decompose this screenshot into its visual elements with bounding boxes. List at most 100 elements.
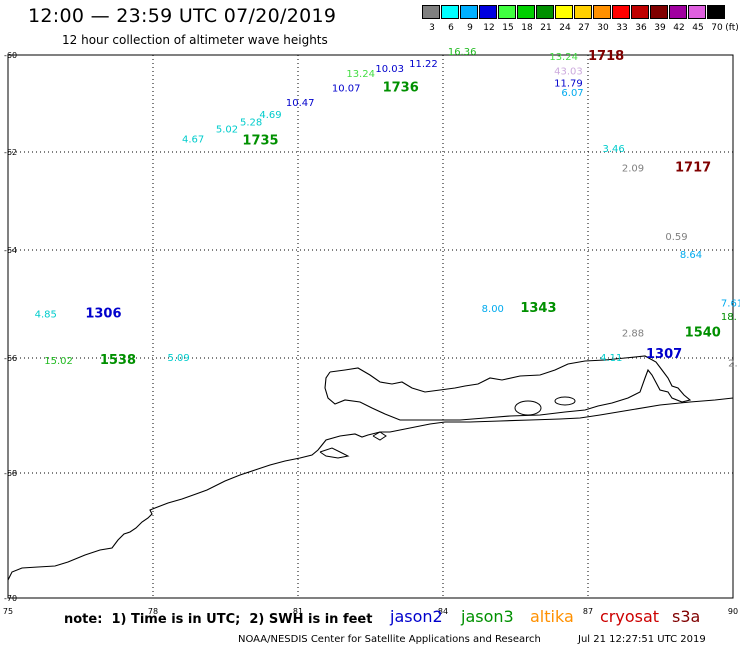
pass-time-label: 1717 <box>675 161 711 176</box>
colorbar-swatch <box>574 5 592 19</box>
colorbar-swatch <box>612 5 630 19</box>
pass-time-label: 1306 <box>85 307 121 322</box>
wave-height-value: 5.02 <box>216 125 238 136</box>
satellite-legend-cryosat: cryosat <box>600 607 660 626</box>
satellite-legend-jason3: jason3 <box>461 607 514 626</box>
axis-tick-labels: 75 78 81 84 87 90 -60 -62 -64 -66 -68 -70 <box>3 51 738 616</box>
colorbar-swatch <box>498 5 516 19</box>
satellite-legend-s3a: s3a <box>672 607 701 626</box>
colorbar-swatch <box>707 5 725 19</box>
longitude-tick-label: 87 <box>583 607 593 616</box>
pass-time-label: 1538 <box>100 353 136 368</box>
island-outline <box>514 400 542 416</box>
colorbar-swatch <box>517 5 535 19</box>
coastline-main <box>7 397 734 581</box>
colorbar-swatch <box>593 5 611 19</box>
pass-time-label: 1307 <box>646 347 682 362</box>
colorbar-label: 42 <box>673 23 685 33</box>
island-outline <box>319 447 350 459</box>
wave-height-value: 11.22 <box>409 59 438 70</box>
colorbar-unit: (ft) <box>725 23 739 33</box>
colorbar-label: 12 <box>483 23 495 33</box>
wave-height-value: 16.36 <box>448 47 477 58</box>
latitude-tick-label: -66 <box>4 354 17 363</box>
colorbar-label: 18 <box>521 23 533 33</box>
colorbar-swatch <box>422 5 440 19</box>
longitude-tick-label: 75 <box>3 607 13 616</box>
wave-height-value: 13.24 <box>549 52 578 63</box>
pass-time-label: 1735 <box>242 134 278 149</box>
footer-note: note: 1) Time is in UTC; 2) SWH is in fe… <box>64 612 373 627</box>
wave-height-value: 2.09 <box>622 164 644 175</box>
latitude-tick-label: -64 <box>4 246 17 255</box>
wave-height-value: 5.09 <box>168 353 190 364</box>
map-title: 12:00 — 23:59 UTC 07/20/2019 <box>28 5 337 27</box>
map-frame <box>7 54 734 599</box>
wave-height-value: 8.00 <box>482 304 504 315</box>
wave-height-value: 18. <box>721 312 737 323</box>
colorbar-swatch <box>479 5 497 19</box>
colorbar-label: 70 <box>711 23 723 33</box>
latitude-tick-label: -68 <box>4 469 17 478</box>
wave-height-value: 4.67 <box>182 134 204 145</box>
wave-height-value: 2. <box>728 359 738 370</box>
longitude-tick-label: 84 <box>438 607 448 616</box>
wave-height-value: 10.03 <box>375 64 404 75</box>
colorbar-label: 45 <box>692 23 704 33</box>
colorbar-label: 3 <box>429 23 435 33</box>
colorbar-label: 30 <box>597 23 609 33</box>
satellite-legend-jason2: jason2 <box>390 607 443 626</box>
longitude-tick-label: 90 <box>728 607 738 616</box>
wave-height-value: 5.28 <box>240 117 262 128</box>
wave-height-value: 6.07 <box>561 88 583 99</box>
credit-text: NOAA/NESDIS Center for Satellite Applica… <box>238 634 541 645</box>
colorbar-swatch <box>441 5 459 19</box>
wave-height-value: 13.24 <box>346 69 375 80</box>
wave-height-value: 15.02 <box>44 356 73 367</box>
longitude-tick-label: 81 <box>293 607 303 616</box>
latitude-tick-label: -70 <box>4 594 17 603</box>
graticule <box>8 55 733 598</box>
colorbar-label: 15 <box>502 23 514 33</box>
wave-height-value: 7.61 <box>721 299 740 310</box>
colorbar-label: 39 <box>654 23 666 33</box>
wave-height-value: 11.79 <box>554 79 583 90</box>
colorbar-label: 21 <box>540 23 552 33</box>
colorbar-swatch <box>631 5 649 19</box>
colorbar-swatch <box>669 5 687 19</box>
map-subtitle: 12 hour collection of altimeter wave hei… <box>62 33 328 47</box>
colorbar-label: 6 <box>448 23 454 33</box>
wave-height-value: 3.46 <box>603 144 625 155</box>
pass-time-label: 1343 <box>520 301 556 316</box>
colorbar-swatch <box>688 5 706 19</box>
latitude-tick-label: -60 <box>4 51 17 60</box>
colorbar-label: 24 <box>559 23 571 33</box>
wave-height-value: 10.47 <box>286 98 315 109</box>
colorbar-label: 27 <box>578 23 590 33</box>
colorbar-swatch <box>536 5 554 19</box>
island-outline <box>372 431 387 441</box>
coastline <box>7 54 734 599</box>
generation-timestamp: Jul 21 12:27:51 UTC 2019 <box>578 634 706 645</box>
wave-height-value: 4.11 <box>600 353 622 364</box>
satellite-legend-altika: altika <box>530 607 574 626</box>
colorbar-label: 9 <box>467 23 473 33</box>
pass-time-label: 1718 <box>588 49 624 64</box>
pass-time-label: 1736 <box>383 80 419 95</box>
wave-height-observations: 16.3611.2210.0313.2410.0710.474.695.285.… <box>35 47 740 370</box>
wave-height-value: 2.88 <box>622 328 644 339</box>
colorbar-swatch <box>555 5 573 19</box>
wave-height-value: 4.85 <box>35 310 57 321</box>
wave-height-value: 4.69 <box>259 110 281 121</box>
wave-height-value: 8.64 <box>680 250 702 261</box>
pass-time-label: 1540 <box>685 325 721 340</box>
colorbar-swatch <box>650 5 668 19</box>
colorbar-label: 36 <box>635 23 647 33</box>
colorbar-swatch <box>460 5 478 19</box>
wave-height-value: 43.03 <box>554 66 583 77</box>
ice-shelf-outline <box>324 355 692 421</box>
wave-height-value: 0.59 <box>665 232 687 243</box>
latitude-tick-label: -62 <box>4 148 17 157</box>
